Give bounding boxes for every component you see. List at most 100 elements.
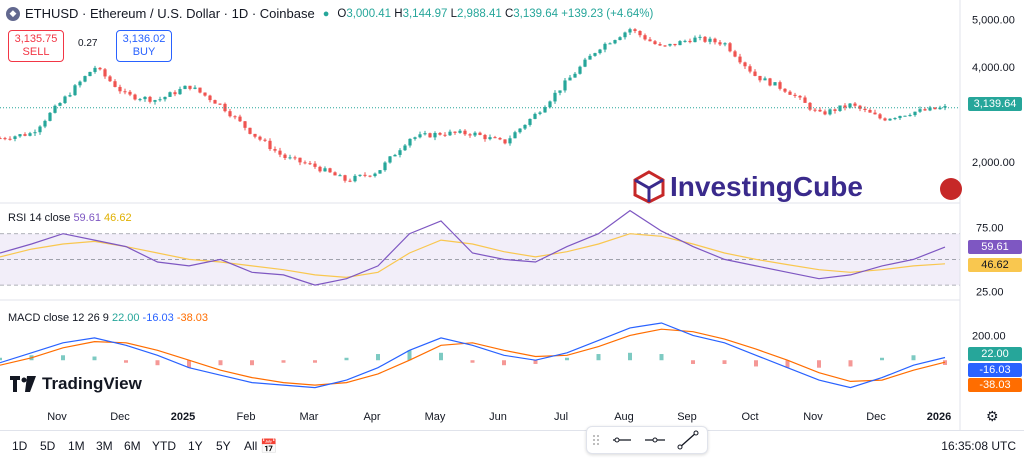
trend-line-icon[interactable]: [677, 430, 699, 450]
candle-body: [78, 81, 82, 86]
candle-body: [818, 109, 822, 112]
candle-body: [268, 140, 272, 150]
candle-body: [28, 133, 32, 136]
candle-body: [783, 88, 787, 92]
candle-body: [158, 99, 162, 101]
candle-body: [103, 69, 107, 77]
time-tick-label: Sep: [677, 411, 697, 423]
rsi-value-tag: 59.61: [968, 240, 1022, 254]
candle-body: [743, 62, 747, 67]
candle-body: [318, 166, 322, 172]
candle-body: [598, 49, 602, 54]
settings-gear-icon[interactable]: ⚙: [986, 408, 999, 424]
date-range-icon[interactable]: 📅: [260, 438, 278, 454]
candle-body: [298, 157, 302, 163]
candle-body: [38, 126, 42, 133]
horizontal-ray-icon[interactable]: [613, 437, 631, 443]
range-button[interactable]: 1D: [12, 439, 28, 453]
candle-body: [93, 67, 97, 72]
candle-body: [328, 168, 332, 173]
range-button[interactable]: All: [244, 439, 258, 453]
candle-body: [378, 170, 382, 174]
range-button[interactable]: 5D: [40, 439, 56, 453]
candle-body: [498, 138, 502, 140]
candle-body: [563, 80, 567, 91]
candle-body: [813, 109, 817, 111]
candle-body: [548, 101, 552, 108]
macd-label: MACD close 12 26 9 22.00 -16.03 -38.03: [8, 312, 209, 324]
macd-histogram-bar: [628, 352, 632, 361]
candle-body: [573, 73, 577, 78]
candle-body: [728, 43, 732, 52]
horizontal-line-icon[interactable]: [645, 437, 665, 443]
range-button[interactable]: 5Y: [216, 439, 231, 453]
range-button[interactable]: YTD: [152, 439, 176, 453]
candle-body: [83, 76, 87, 82]
candle-body: [208, 95, 212, 101]
candle-body: [443, 134, 447, 136]
macd-histogram-bar: [439, 352, 443, 361]
macd-histogram-bar: [502, 360, 506, 366]
candle-body: [938, 107, 942, 110]
candle-body: [468, 134, 472, 136]
sell-button[interactable]: 3,135.75 SELL: [8, 30, 64, 62]
candle-body: [833, 109, 837, 111]
range-button[interactable]: 6M: [124, 439, 141, 453]
macd-histogram-bar: [376, 354, 380, 361]
candle-body: [928, 107, 932, 111]
candle-body: [373, 173, 377, 177]
candle-body: [793, 94, 797, 96]
candle-body: [763, 78, 767, 81]
candle-body: [748, 66, 752, 72]
macd-histogram-bar: [281, 360, 286, 363]
macd-histogram-bar: [533, 360, 538, 364]
candle-body: [723, 43, 727, 45]
range-button[interactable]: 3M: [96, 439, 113, 453]
range-button[interactable]: 1M: [68, 439, 85, 453]
chart-canvas[interactable]: 5,000.00 4,000.00 2,000.00 75.00 25.00 200.00…: [0, 0, 1024, 430]
candle-body: [653, 41, 657, 45]
time-tick-label: Dec: [866, 411, 886, 423]
macd-histogram-bar: [313, 360, 317, 363]
buy-button[interactable]: 3,136.02 BUY: [116, 30, 172, 62]
candle-body: [603, 43, 607, 50]
candle-body: [873, 112, 877, 115]
candle-body: [398, 150, 402, 155]
signal-line-tag: -38.03: [968, 378, 1022, 392]
candle-body: [213, 100, 217, 104]
candle-body: [113, 81, 117, 87]
candle-body: [658, 44, 662, 46]
candle-body: [58, 103, 62, 106]
candle-body: [178, 89, 182, 95]
candle-body: [533, 113, 537, 119]
candle-body: [633, 29, 637, 32]
time-tick-label: Apr: [363, 411, 380, 423]
macd-histogram-bar: [911, 355, 916, 361]
candle-body: [203, 92, 207, 96]
candle-body: [123, 91, 127, 93]
candle-body: [943, 106, 947, 108]
candle-body: [673, 43, 677, 46]
candle-body: [648, 39, 652, 42]
macd-pane: [0, 322, 947, 389]
candle-body: [858, 105, 862, 109]
candle-body: [433, 132, 437, 138]
time-tick-label: Feb: [237, 411, 256, 423]
candle-body: [368, 175, 372, 177]
range-button[interactable]: 1Y: [188, 439, 203, 453]
tradingview-logo: TradingView: [10, 374, 142, 394]
candle-body: [698, 36, 702, 38]
symbol-title[interactable]: ETHUSD · Ethereum / U.S. Dollar · 1D · C…: [25, 6, 315, 21]
candle-body: [823, 111, 827, 115]
candle-body: [148, 96, 152, 102]
clock[interactable]: 16:35:08 UTC: [941, 439, 1016, 453]
candle-body: [703, 36, 707, 42]
macd-histogram-bar: [880, 357, 884, 361]
time-tick-label: Nov: [803, 411, 823, 423]
macd-histogram-bar: [187, 360, 191, 368]
time-tick-label: Oct: [741, 411, 758, 423]
candle-body: [693, 37, 697, 43]
candle-body: [503, 139, 507, 144]
rsi-pane: [0, 209, 960, 286]
candle-body: [898, 115, 902, 119]
